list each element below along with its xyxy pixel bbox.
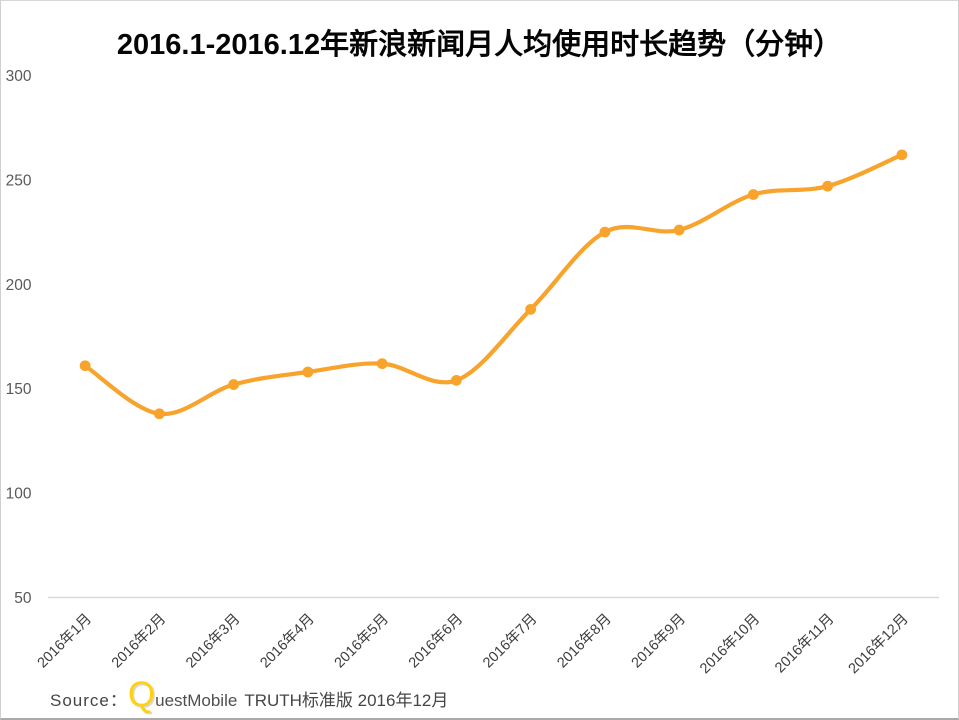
y-axis-tick-label: 200 [6, 277, 32, 294]
x-axis-tick-label: 2016年12月 [845, 610, 912, 677]
data-point-marker [450, 374, 462, 386]
data-point-marker [673, 224, 685, 236]
source-label: Source： [50, 691, 128, 710]
data-point-marker [525, 303, 537, 315]
data-point-marker [302, 366, 314, 378]
x-axis-tick-label: 2016年2月 [108, 610, 169, 671]
x-axis-tick-label: 2016年4月 [257, 610, 318, 671]
x-axis-tick-label: 2016年7月 [479, 610, 540, 671]
questmobile-brand-text: uestMobile [155, 691, 238, 710]
x-axis-tick-label: 2016年5月 [331, 610, 392, 671]
source-line: Source：QuestMobile TRUTH标准版 2016年12月 [50, 675, 448, 715]
x-axis-tick-label: 2016年3月 [182, 610, 243, 671]
y-axis-tick-label: 100 [6, 486, 32, 503]
data-point-marker [79, 360, 91, 372]
chart-title: 2016.1-2016.12年新浪新闻月人均使用时长趋势（分钟） [116, 29, 843, 61]
x-axis-tick-label: 2016年8月 [554, 610, 615, 671]
data-point-marker [376, 358, 388, 370]
y-axis-tick-label: 250 [6, 172, 32, 189]
trend-line [83, 152, 904, 416]
y-axis-tick-label: 300 [6, 68, 32, 85]
x-axis-tick-label: 2016年1月 [34, 610, 95, 671]
source-version-text: TRUTH标准版 2016年12月 [244, 691, 449, 710]
data-point-marker [228, 379, 240, 390]
data-point-marker [153, 408, 165, 420]
questmobile-logo-q-icon: Q [127, 675, 156, 714]
y-axis-tick-label: 150 [6, 381, 32, 398]
y-axis-tick-label: 50 [14, 590, 32, 607]
x-axis-tick-label: 2016年6月 [405, 610, 466, 671]
data-point-marker [747, 189, 759, 200]
data-point-marker [599, 226, 611, 238]
data-point-marker [822, 180, 834, 192]
x-axis-tick-label: 2016年11月 [771, 610, 837, 676]
data-point-marker [896, 149, 908, 161]
x-axis-tick-label: 2016年10月 [696, 610, 763, 677]
x-axis-tick-label: 2016年9月 [628, 610, 689, 671]
